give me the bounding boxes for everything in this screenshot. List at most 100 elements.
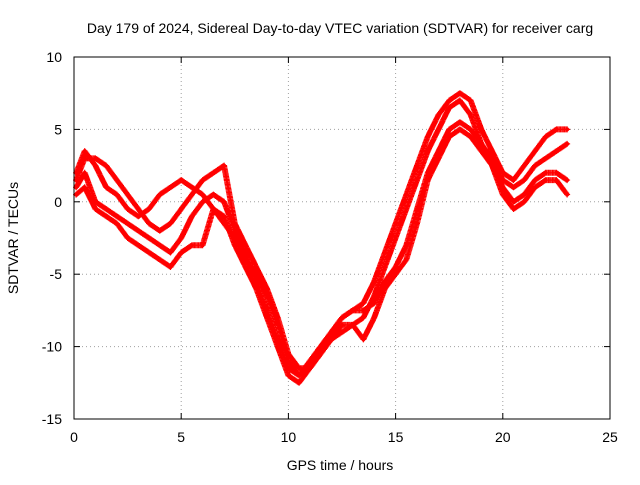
- data-point: [543, 134, 548, 139]
- x-tick-label: 20: [495, 429, 511, 445]
- data-point: [93, 207, 98, 212]
- data-point: [415, 221, 420, 226]
- x-tick-label: 25: [602, 429, 618, 445]
- data-point: [382, 279, 387, 284]
- data-point: [168, 221, 173, 226]
- data-point: [93, 163, 98, 168]
- data-point: [468, 112, 473, 117]
- data-point: [425, 134, 430, 139]
- data-point: [532, 163, 537, 168]
- x-axis-label: GPS time / hours: [287, 457, 394, 473]
- data-point: [179, 236, 184, 240]
- data-point: [382, 264, 387, 269]
- data-point: [168, 250, 173, 255]
- x-tick-label: 0: [70, 429, 78, 445]
- data-point: [554, 170, 559, 175]
- data-point: [415, 178, 420, 183]
- data-point: [565, 127, 570, 132]
- data-point: [457, 98, 462, 103]
- data-point: [264, 315, 269, 320]
- data-point: [318, 344, 323, 349]
- data-point: [179, 178, 184, 183]
- data-point: [457, 127, 462, 132]
- data-point: [189, 185, 194, 190]
- data-point: [532, 185, 537, 190]
- data-point: [157, 243, 162, 248]
- data-point: [554, 149, 559, 154]
- data-point: [157, 228, 162, 233]
- data-point: [232, 243, 237, 248]
- data-point: [200, 199, 205, 204]
- data-point: [254, 264, 259, 269]
- data-point: [275, 344, 280, 349]
- data-point: [147, 207, 152, 212]
- data-point: [329, 337, 334, 342]
- data-point: [350, 322, 355, 327]
- data-point: [447, 105, 452, 110]
- data-point: [275, 315, 280, 320]
- data-point: [104, 185, 109, 190]
- data-point: [415, 163, 420, 168]
- data-point: [297, 380, 302, 385]
- data-point: [500, 192, 505, 197]
- data-point: [447, 127, 452, 132]
- data-point: [522, 178, 527, 183]
- data-point: [565, 141, 570, 146]
- data-point: [157, 257, 162, 262]
- y-tick-label: -10: [42, 339, 62, 355]
- data-point: [532, 149, 537, 154]
- data-point: [232, 228, 237, 233]
- data-point: [189, 243, 194, 248]
- data-point: [114, 192, 119, 197]
- y-tick-label: 5: [54, 121, 62, 137]
- data-point: [490, 163, 495, 168]
- data-point: [74, 192, 79, 197]
- data-point: [361, 337, 366, 342]
- data-point: [104, 163, 109, 168]
- y-tick-label: 0: [54, 194, 62, 210]
- data-point: [147, 236, 152, 240]
- data-point: [318, 351, 323, 356]
- data-point: [522, 163, 527, 168]
- data-point: [404, 257, 409, 262]
- y-tick-label: 10: [46, 49, 62, 65]
- data-point: [82, 170, 87, 175]
- data-point: [532, 178, 537, 183]
- data-point: [307, 366, 312, 371]
- data-point: [511, 199, 516, 204]
- data-point: [479, 127, 484, 132]
- data-point: [125, 207, 130, 212]
- data-point: [147, 250, 152, 255]
- data-point: [243, 250, 248, 255]
- data-point: [511, 178, 516, 183]
- x-tick-label: 10: [281, 429, 297, 445]
- data-point: [522, 199, 527, 204]
- data-point: [436, 156, 441, 161]
- data-point: [372, 301, 377, 306]
- data-point: [179, 207, 184, 212]
- data-point: [189, 214, 194, 219]
- data-point: [200, 243, 205, 248]
- data-point: [147, 221, 152, 226]
- data-point: [179, 250, 184, 255]
- data-point: [114, 214, 119, 219]
- data-point: [307, 359, 312, 364]
- chart-title: Day 179 of 2024, Sidereal Day-to-day VTE…: [87, 20, 593, 36]
- data-point: [254, 286, 259, 291]
- data-point: [222, 199, 227, 204]
- axis-ticks: 0 5 10 15 20 25 -15 -10 -5 0 5 10: [42, 49, 618, 445]
- data-point: [340, 322, 344, 327]
- data-point: [393, 236, 398, 240]
- series-day-2: [73, 97, 571, 372]
- data-point: [554, 127, 559, 132]
- data-point: [286, 373, 291, 378]
- x-tick-label: 15: [388, 429, 404, 445]
- data-point: [479, 149, 484, 154]
- data-point: [468, 98, 473, 103]
- data-point: [543, 170, 548, 175]
- data-point: [93, 156, 98, 161]
- y-axis-label: SDTVAR / TECUs: [5, 182, 21, 294]
- data-point: [436, 127, 441, 132]
- data-point: [393, 264, 398, 269]
